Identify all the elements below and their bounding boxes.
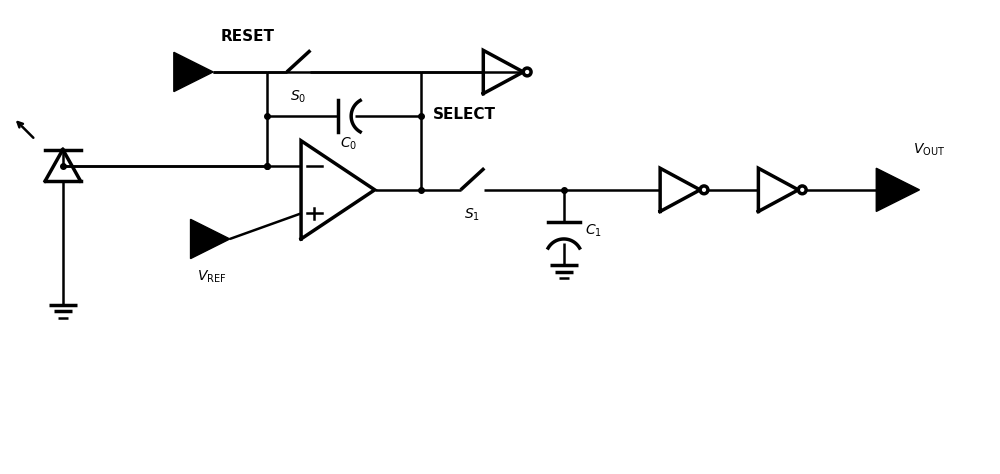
Text: $S_0$: $S_0$ bbox=[290, 89, 307, 105]
Circle shape bbox=[798, 186, 806, 194]
Text: $C_0$: $C_0$ bbox=[340, 136, 357, 152]
Text: RESET: RESET bbox=[221, 29, 275, 45]
Circle shape bbox=[700, 186, 708, 194]
Polygon shape bbox=[191, 219, 230, 259]
Text: $S_1$: $S_1$ bbox=[464, 207, 481, 223]
Text: $C_1$: $C_1$ bbox=[585, 222, 602, 239]
Polygon shape bbox=[876, 168, 919, 211]
Text: SELECT: SELECT bbox=[433, 107, 496, 122]
Text: $V_{\mathrm{REF}}$: $V_{\mathrm{REF}}$ bbox=[197, 268, 227, 285]
Circle shape bbox=[523, 68, 531, 76]
Polygon shape bbox=[174, 52, 213, 91]
Text: $V_{\mathrm{OUT}}$: $V_{\mathrm{OUT}}$ bbox=[913, 142, 945, 158]
